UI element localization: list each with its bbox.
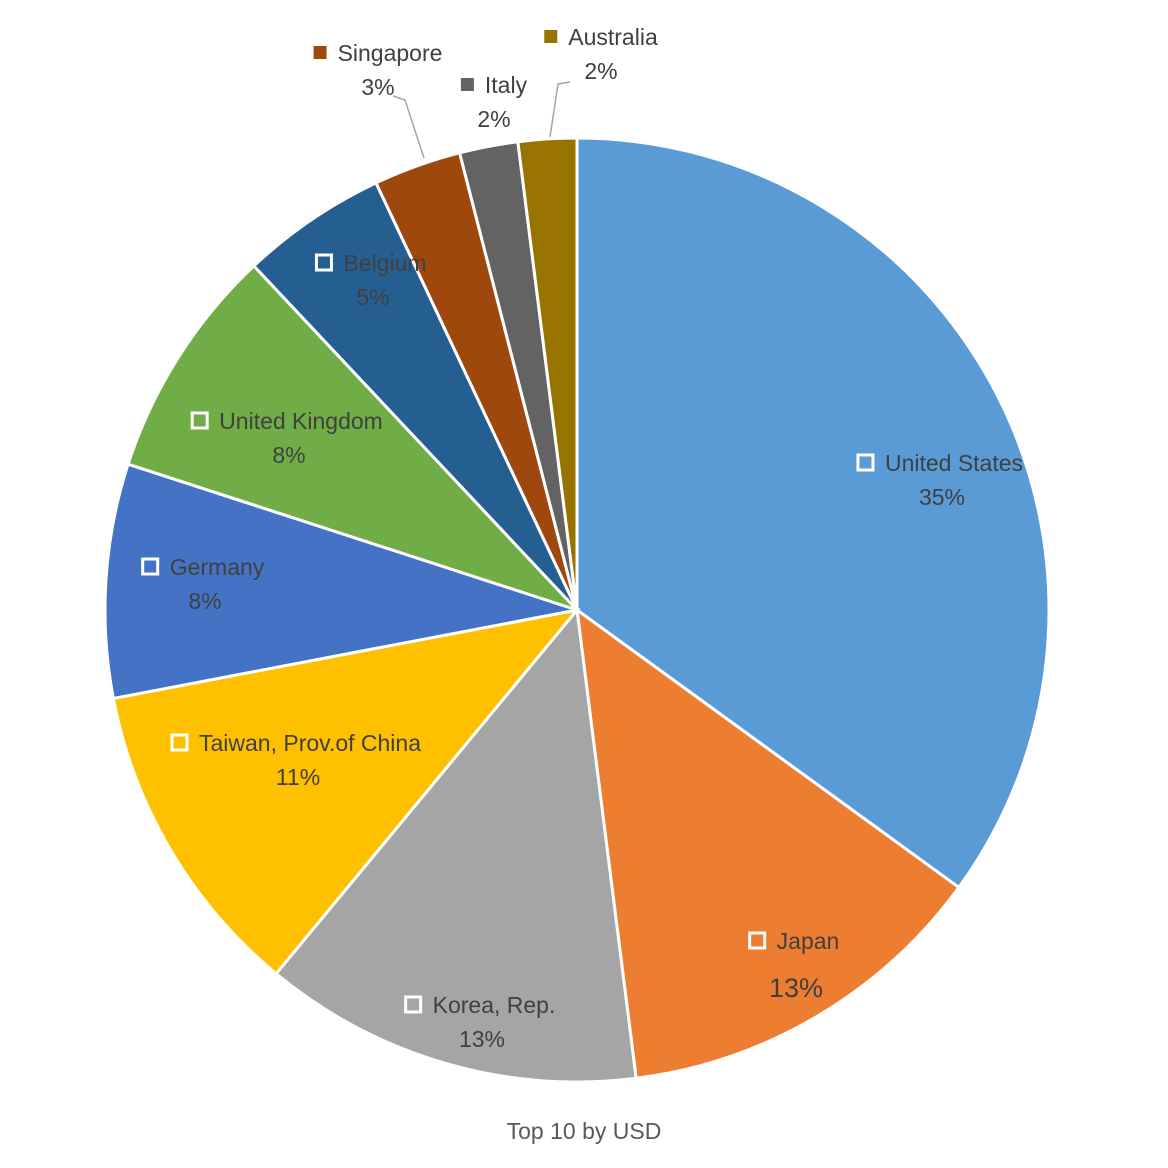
data-value-germany: 8% <box>188 588 221 614</box>
leader-lines <box>392 81 571 159</box>
slice-united-kingdom <box>126 263 579 612</box>
chart-caption: Top 10 by USD <box>507 1118 662 1144</box>
data-label-united-states: United States <box>885 450 1023 476</box>
data-value-united-states: 35% <box>919 484 965 510</box>
slice-australia <box>516 136 579 611</box>
slice-belgium <box>251 180 579 612</box>
slice-taiwan-prov-of-china <box>111 607 581 976</box>
legend-key-korea-rep <box>404 995 423 1014</box>
data-value-taiwan-prov-of-china: 11% <box>276 764 320 790</box>
data-value-japan: 13% <box>769 973 823 1003</box>
leader-line-singapore <box>392 95 425 159</box>
data-label-japan: Japan <box>777 928 840 954</box>
legend-key-italy <box>460 78 474 91</box>
data-label-korea-rep: Korea, Rep. <box>433 992 556 1018</box>
slice-japan <box>575 606 961 1080</box>
data-value-singapore: 3% <box>361 74 394 100</box>
data-value-united-kingdom: 8% <box>272 442 305 468</box>
slice-korea-rep <box>274 606 638 1084</box>
legend-key-taiwan-prov-of-china <box>170 733 189 752</box>
data-label-united-kingdom: United Kingdom <box>219 408 383 434</box>
legend-key-singapore <box>313 46 327 59</box>
legend-key-australia <box>544 30 558 43</box>
pie-slices <box>103 136 1051 1084</box>
leader-line-australia <box>549 81 571 138</box>
data-label-italy: Italy <box>485 72 528 98</box>
data-labels: United States 35% Japan 13% Korea, Rep. 13% Ta… <box>141 24 1023 1052</box>
legend-key-united-states <box>856 453 875 472</box>
legend-key-germany <box>141 557 160 576</box>
legend-key-united-kingdom <box>190 411 209 430</box>
legend-key-japan <box>748 931 767 950</box>
slice-united-states <box>575 136 1051 890</box>
data-value-australia: 2% <box>584 58 617 84</box>
data-label-taiwan-prov-of-china: Taiwan, Prov.of China <box>199 730 421 756</box>
data-value-korea-rep: 13% <box>459 1026 505 1052</box>
data-label-singapore: Singapore <box>338 40 443 66</box>
legend-key-belgium <box>314 253 333 272</box>
data-label-australia: Australia <box>568 24 658 50</box>
data-value-italy: 2% <box>477 106 510 132</box>
slice-germany <box>103 462 578 701</box>
data-label-germany: Germany <box>170 554 265 580</box>
data-label-belgium: Belgium <box>343 250 426 276</box>
data-value-belgium: 5% <box>356 284 389 310</box>
